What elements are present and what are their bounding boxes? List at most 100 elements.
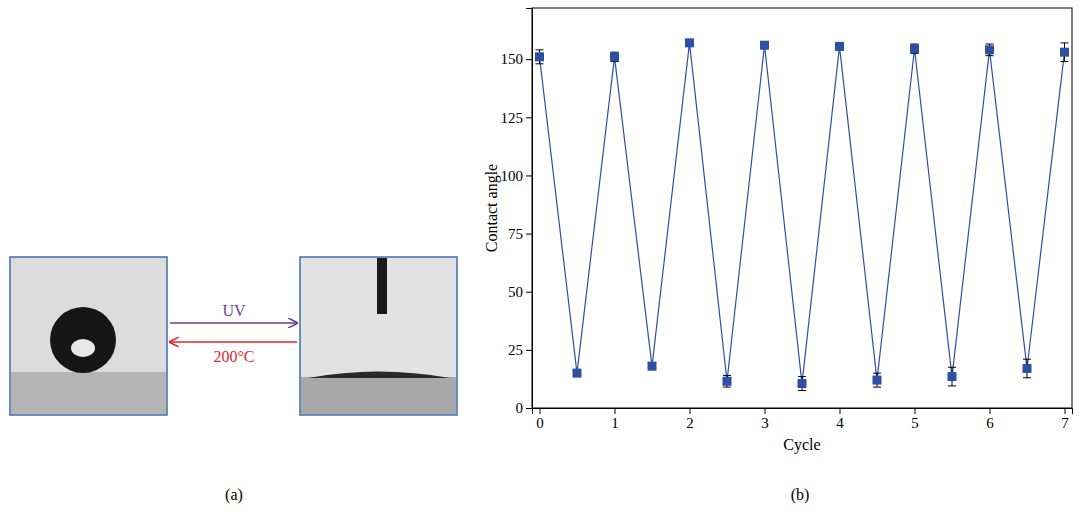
tick: 150 xyxy=(501,51,533,67)
x-axis: 0 1 2 3 4 5 6 7 xyxy=(533,408,1073,431)
panel-b: 0 1 2 3 4 5 6 7 0 25 50 75 100 125 150 Cycle Contact ang… xyxy=(483,8,1073,504)
x-axis-title: Cycle xyxy=(783,436,820,454)
tick-label: 0 xyxy=(516,400,524,416)
marker xyxy=(535,52,544,61)
marker xyxy=(573,369,582,378)
marker xyxy=(648,362,657,371)
arrow-backward xyxy=(170,341,297,342)
tick-label: 2 xyxy=(686,415,694,431)
marker xyxy=(610,52,619,61)
error-bar xyxy=(873,373,881,387)
marker xyxy=(948,372,957,381)
y-axis-title: Contact angle xyxy=(483,164,501,252)
error-bar-stroke xyxy=(948,367,956,386)
data-line xyxy=(540,43,1065,384)
error-bar-stroke xyxy=(723,375,731,387)
error-bar xyxy=(1023,359,1031,378)
error-bar-stroke xyxy=(986,44,994,56)
marker xyxy=(798,379,807,388)
tick: 0 xyxy=(536,408,544,431)
photo-frame xyxy=(300,257,457,415)
tick-label: 75 xyxy=(508,226,523,242)
marker xyxy=(1023,364,1032,373)
error-bar xyxy=(723,375,731,387)
marker xyxy=(910,44,919,53)
tick: 0 xyxy=(516,400,533,416)
error-bar xyxy=(1061,43,1069,62)
error-bar xyxy=(986,44,994,56)
arrow-label: UV xyxy=(222,302,246,319)
tick-mark xyxy=(990,408,991,414)
tick-label: 25 xyxy=(508,342,523,358)
tick-mark xyxy=(1065,408,1066,414)
tick-mark xyxy=(526,117,532,118)
tick-label: 7 xyxy=(1061,415,1069,431)
tick-mark xyxy=(526,59,532,60)
error-bar-stroke xyxy=(1023,359,1031,378)
tick-mark xyxy=(526,175,532,176)
tick-mark xyxy=(690,408,691,414)
error-bar xyxy=(911,44,919,53)
tick-label: 150 xyxy=(501,51,524,67)
droplet xyxy=(50,307,116,373)
axis-line xyxy=(526,9,533,409)
marker xyxy=(723,377,732,386)
marker xyxy=(1060,48,1069,57)
tick-mark xyxy=(540,408,541,414)
error-bar xyxy=(536,50,544,64)
arrow-label: 200°C xyxy=(213,348,254,365)
tick-label: 6 xyxy=(986,415,994,431)
substrate xyxy=(11,372,166,414)
tick-label: 1 xyxy=(611,415,619,431)
marker xyxy=(685,38,694,47)
photo-frame xyxy=(10,257,167,415)
error-bar-stroke xyxy=(611,52,619,61)
tick-mark xyxy=(765,408,766,414)
tick-label: 4 xyxy=(836,415,844,431)
error-bar-stroke xyxy=(536,50,544,64)
plot-area xyxy=(535,38,1069,390)
tick: 125 xyxy=(501,110,533,126)
error-bar xyxy=(611,52,619,61)
tick: 4 xyxy=(836,408,844,431)
tick: 5 xyxy=(911,408,919,431)
needle xyxy=(377,258,387,314)
tick: 75 xyxy=(508,226,532,242)
tick: 7 xyxy=(1061,408,1069,431)
error-bar-stroke xyxy=(911,44,919,53)
tick-label: 5 xyxy=(911,415,919,431)
error-bar-stroke xyxy=(873,373,881,387)
tick-label: 100 xyxy=(501,168,524,184)
marker xyxy=(873,376,882,385)
axis-line xyxy=(533,409,1073,415)
error-bar-stroke xyxy=(798,377,806,391)
marker xyxy=(985,45,994,54)
marker xyxy=(835,42,844,51)
tick-mark xyxy=(526,234,532,235)
film xyxy=(308,372,450,379)
tick-mark xyxy=(915,408,916,414)
tick-mark xyxy=(526,350,532,351)
panel-label: (b) xyxy=(791,486,810,504)
tick-mark xyxy=(840,408,841,414)
tick-label: 125 xyxy=(501,110,524,126)
plot-frame xyxy=(532,8,1072,408)
tick-mark xyxy=(526,408,532,409)
substrate xyxy=(301,377,456,414)
tick-label: 3 xyxy=(761,415,769,431)
tick: 3 xyxy=(761,408,769,431)
error-bar xyxy=(948,367,956,386)
arrow-forward xyxy=(170,322,297,323)
error-bar xyxy=(798,377,806,391)
tick: 100 xyxy=(501,168,533,184)
panel-label: (a) xyxy=(225,486,243,504)
error-bar-stroke xyxy=(1061,43,1069,62)
tick: 50 xyxy=(508,284,532,300)
marker xyxy=(760,41,769,50)
tick-mark xyxy=(526,292,532,293)
tick: 2 xyxy=(686,408,694,431)
y-axis: 0 25 50 75 100 125 150 xyxy=(501,9,533,417)
tick: 6 xyxy=(986,408,994,431)
tick: 25 xyxy=(508,342,532,358)
droplet-highlight xyxy=(71,339,95,357)
